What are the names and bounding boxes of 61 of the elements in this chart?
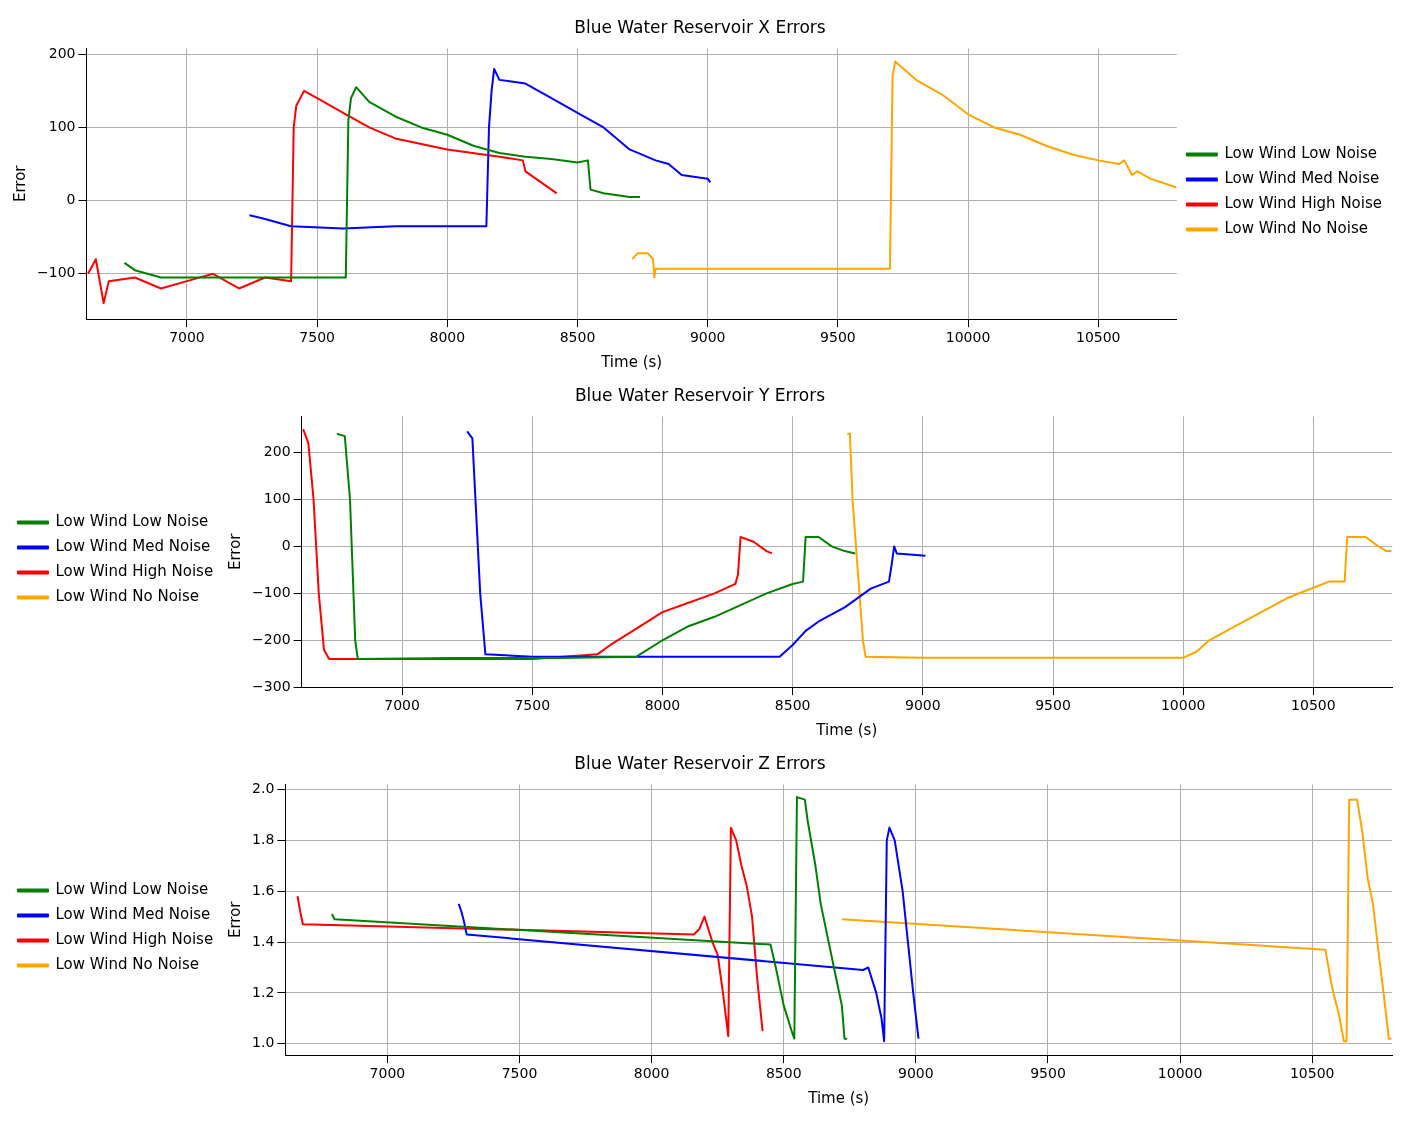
x-tick-label: 7500 bbox=[299, 329, 335, 346]
legend-label: Low Wind Low Noise bbox=[55, 512, 209, 531]
legend-label: Low Wind Med Noise bbox=[55, 537, 211, 556]
y-tick-label: 1.2 bbox=[252, 983, 275, 1000]
legend-label: Low Wind Low Noise bbox=[55, 880, 209, 899]
legend-label: Low Wind No Noise bbox=[55, 587, 200, 606]
x-tick-label: 7000 bbox=[384, 697, 420, 714]
x-tick-label: 7000 bbox=[369, 1065, 406, 1082]
x-tick-label: 8500 bbox=[765, 1065, 802, 1082]
y-tick-label: 100 bbox=[48, 118, 76, 135]
x-tick-label: 10000 bbox=[1157, 1065, 1203, 1082]
x-tick-label: 8500 bbox=[559, 329, 596, 346]
y-tick-label: 1.4 bbox=[252, 932, 275, 949]
x-tick-label: 8500 bbox=[774, 697, 811, 714]
x-tick-label: 9500 bbox=[820, 329, 856, 346]
x-axis-title: Time (s) bbox=[815, 720, 878, 739]
y-tick-label: 200 bbox=[263, 443, 291, 460]
x-tick-label: 10000 bbox=[945, 329, 991, 346]
x-tick-label: 7000 bbox=[169, 329, 205, 346]
y-tick-label: 200 bbox=[48, 44, 76, 61]
y-tick-label: 1.6 bbox=[252, 881, 275, 898]
legend-label: Low Wind No Noise bbox=[55, 955, 200, 974]
chart-title: Blue Water Reservoir Y Errors bbox=[574, 384, 826, 405]
x-tick-label: 8000 bbox=[633, 1065, 670, 1082]
y-axis-title: Error bbox=[226, 532, 245, 571]
legend-label: Low Wind Med Noise bbox=[55, 905, 211, 924]
x-tick-label: 9000 bbox=[905, 697, 941, 714]
y-tick-label: −200 bbox=[252, 630, 291, 647]
y-axis-title: Error bbox=[10, 164, 29, 203]
x-tick-label: 10500 bbox=[1291, 697, 1336, 714]
y-tick-label: 1.8 bbox=[252, 830, 275, 847]
legend-label: Low Wind High Noise bbox=[1224, 194, 1382, 213]
legend-label: Low Wind No Noise bbox=[1224, 219, 1368, 238]
chart-title: Blue Water Reservoir Z Errors bbox=[574, 752, 826, 773]
legend-label: Low Wind High Noise bbox=[55, 562, 214, 581]
legend-label: Low Wind High Noise bbox=[55, 930, 214, 949]
legend-label: Low Wind Low Noise bbox=[1224, 144, 1378, 163]
x-tick-label: 9500 bbox=[1035, 697, 1071, 714]
y-axis-title: Error bbox=[226, 900, 245, 939]
y-tick-label: 1.0 bbox=[252, 1034, 275, 1051]
x-tick-label: 10500 bbox=[1075, 329, 1121, 346]
x-tick-label: 7500 bbox=[514, 697, 551, 714]
chart-title: Blue Water Reservoir X Errors bbox=[574, 16, 826, 37]
x-tick-label: 9500 bbox=[1030, 1065, 1066, 1082]
x-tick-label: 9000 bbox=[898, 1065, 934, 1082]
x-tick-label: 8000 bbox=[644, 697, 681, 714]
y-tick-label: 0 bbox=[281, 537, 291, 554]
y-tick-label: 2.0 bbox=[252, 780, 275, 797]
y-tick-label: −300 bbox=[252, 677, 291, 694]
x-tick-label: 10000 bbox=[1160, 697, 1206, 714]
x-tick-label: 10500 bbox=[1289, 1065, 1335, 1082]
y-tick-label: 100 bbox=[263, 490, 291, 507]
legend-label: Low Wind Med Noise bbox=[1224, 169, 1380, 188]
y-tick-label: 0 bbox=[66, 191, 76, 208]
x-tick-label: 7500 bbox=[501, 1065, 538, 1082]
x-axis-title: Time (s) bbox=[600, 352, 663, 371]
x-tick-label: 9000 bbox=[689, 329, 726, 346]
y-tick-label: −100 bbox=[252, 583, 291, 600]
x-axis-title: Time (s) bbox=[807, 1088, 870, 1107]
x-tick-label: 8000 bbox=[429, 329, 466, 346]
y-tick-label: −100 bbox=[37, 264, 76, 281]
